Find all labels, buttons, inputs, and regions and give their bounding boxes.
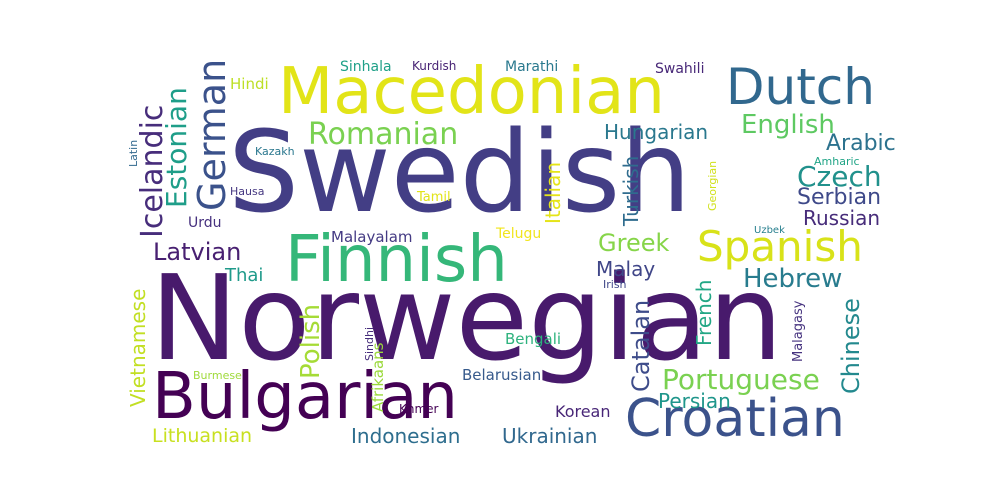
word-thai: Thai bbox=[225, 265, 264, 286]
word-turkish: Turkish bbox=[619, 155, 643, 226]
word-afrikaans: Afrikaans bbox=[369, 342, 387, 412]
word-estonian: Estonian bbox=[160, 87, 193, 208]
word-kurdish: Kurdish bbox=[412, 59, 457, 73]
word-georgian: Georgian bbox=[706, 160, 719, 211]
word-finnish: Finnish bbox=[285, 223, 508, 297]
word-vietnamese: Vietnamese bbox=[126, 288, 150, 407]
word-swahili: Swahili bbox=[655, 61, 705, 77]
word-polish: Polish bbox=[296, 303, 326, 379]
word-amharic: Amharic bbox=[814, 155, 860, 168]
word-indonesian: Indonesian bbox=[351, 424, 461, 448]
word-french: French bbox=[692, 279, 716, 346]
word-portuguese: Portuguese bbox=[662, 363, 820, 396]
word-croatian: Croatian bbox=[625, 389, 845, 449]
word-irish: Irish bbox=[603, 278, 627, 291]
word-uzbek: Uzbek bbox=[754, 225, 785, 236]
word-macedonian: Macedonian bbox=[278, 55, 665, 129]
word-spanish: Spanish bbox=[697, 222, 863, 271]
word-belarusian: Belarusian bbox=[462, 366, 542, 384]
word-sinhala: Sinhala bbox=[340, 59, 392, 75]
word-hindi: Hindi bbox=[230, 75, 269, 93]
word-czech: Czech bbox=[797, 160, 882, 193]
word-kazakh: Kazakh bbox=[255, 145, 295, 158]
word-urdu: Urdu bbox=[188, 215, 222, 231]
word-bulgarian: Bulgarian bbox=[152, 360, 458, 434]
word-italian: Italian bbox=[541, 161, 565, 224]
word-lithuanian: Lithuanian bbox=[152, 425, 253, 447]
word-english: English bbox=[741, 110, 835, 140]
word-malayalam: Malayalam bbox=[331, 228, 413, 246]
word-korean: Korean bbox=[555, 402, 611, 421]
word-swedish: Swedish bbox=[228, 108, 692, 238]
word-ukrainian: Ukrainian bbox=[502, 424, 598, 448]
word-telugu: Telugu bbox=[496, 226, 542, 242]
word-hungarian: Hungarian bbox=[604, 120, 709, 144]
word-latvian: Latvian bbox=[153, 238, 242, 266]
word-greek: Greek bbox=[598, 229, 670, 257]
word-romanian: Romanian bbox=[308, 117, 459, 152]
word-german: German bbox=[190, 58, 234, 211]
word-serbian: Serbian bbox=[797, 185, 882, 210]
word-bengali: Bengali bbox=[505, 330, 562, 348]
word-burmese: Burmese bbox=[193, 369, 242, 382]
word-khmer: Khmer bbox=[399, 402, 439, 416]
word-hebrew: Hebrew bbox=[743, 264, 843, 294]
word-persian: Persian bbox=[658, 389, 731, 413]
word-norwegian: Norwegian bbox=[150, 249, 783, 387]
word-dutch: Dutch bbox=[726, 58, 875, 116]
word-russian: Russian bbox=[803, 206, 881, 230]
word-marathi: Marathi bbox=[505, 59, 559, 75]
word-hausa: Hausa bbox=[230, 185, 265, 198]
word-latin: Latin bbox=[127, 139, 140, 167]
word-malagasy: Malagasy bbox=[791, 300, 806, 362]
word-tamil: Tamil bbox=[417, 190, 451, 205]
word-arabic: Arabic bbox=[826, 131, 896, 156]
word-malay: Malay bbox=[596, 257, 656, 281]
word-catalan: Catalan bbox=[627, 299, 655, 392]
word-chinese: Chinese bbox=[837, 298, 865, 394]
